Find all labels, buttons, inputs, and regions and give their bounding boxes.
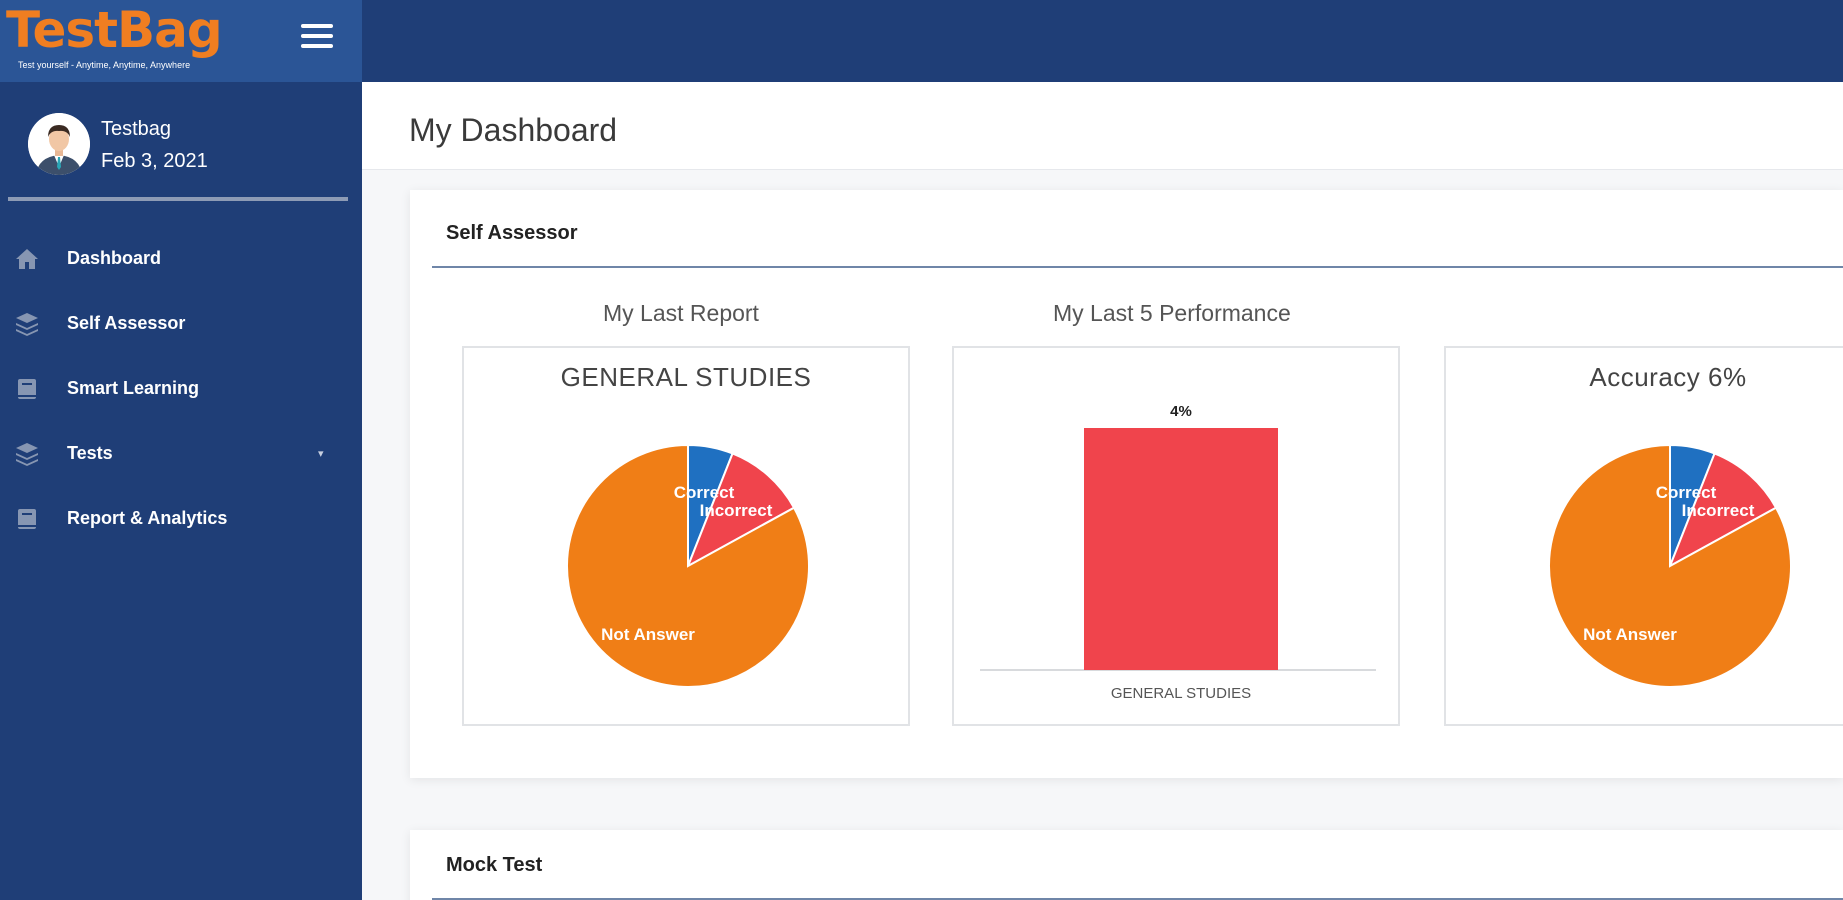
avatar[interactable] — [28, 113, 90, 175]
sidebar-divider — [8, 197, 348, 201]
sidebar-item-label: Dashboard — [67, 248, 162, 268]
sidebar-item-self-assessor[interactable]: Self Assessor — [0, 291, 362, 356]
pie-data-label: Not Answer — [601, 625, 695, 644]
pie-data-label: Incorrect — [1682, 501, 1755, 520]
pie-data-label: Not Answer — [1583, 625, 1677, 644]
chevron-down-icon[interactable]: ▾ — [318, 448, 324, 460]
pie-data-label: Correct — [674, 483, 735, 502]
last-report-chart-card: GENERAL STUDIES Correct Incorrect Not Answ… — [462, 346, 910, 726]
bar-data-label: 4% — [1170, 403, 1192, 420]
brand-logo[interactable]: TestBag — [6, 1, 223, 59]
page-header: My Dashboard — [362, 82, 1843, 170]
user-name: Testbag — [101, 118, 172, 140]
book-icon — [18, 509, 36, 529]
last-report-label: My Last Report — [603, 300, 759, 326]
last-5-performance-chart-card: 4% GENERAL STUDIES — [952, 346, 1400, 726]
panel-divider — [432, 266, 1843, 268]
page-title: My Dashboard — [409, 112, 618, 148]
mock-test-panel: Mock Test — [410, 830, 1843, 900]
sidebar-item-label: Tests — [67, 443, 113, 463]
sidebar-item-dashboard[interactable]: Dashboard — [0, 226, 362, 291]
sidebar-item-label: Smart Learning — [67, 378, 200, 398]
top-bar — [362, 0, 1843, 82]
pie-slice-not-answer[interactable] — [566, 443, 810, 688]
panel-title: Mock Test — [446, 854, 543, 876]
sidebar-item-smart-learning[interactable]: Smart Learning — [0, 356, 362, 421]
pie-slice-not-answer[interactable] — [1548, 443, 1792, 688]
layers-icon — [16, 443, 38, 466]
sidebar-item-report-analytics[interactable]: Report & Analytics — [0, 486, 362, 551]
x-tick-label: GENERAL STUDIES — [1111, 685, 1251, 702]
sidebar: TestBag Test yourself - Anytime, Anytime… — [0, 0, 362, 900]
layers-icon — [16, 313, 38, 336]
pie-slice-incorrect[interactable] — [686, 452, 796, 569]
pie-slice-incorrect[interactable] — [1668, 452, 1778, 569]
accuracy-chart-card: Accuracy 6% Correct Incorrect Not Answer — [1444, 346, 1843, 726]
panel-divider — [432, 898, 1843, 900]
user-panel: Testbag Feb 3, 2021 — [0, 100, 362, 198]
sidebar-nav: Dashboard Self Assessor Smart Learning — [0, 226, 362, 551]
hamburger-menu-icon[interactable] — [301, 24, 333, 52]
self-assessor-panel: Self Assessor My Last Report My Last 5 P… — [410, 190, 1843, 778]
chart-title: Accuracy 6% — [1589, 362, 1747, 392]
brand-tagline: Test yourself - Anytime, Anytime, Anywhe… — [18, 60, 191, 70]
chart-title: GENERAL STUDIES — [560, 362, 812, 392]
last-5-performance-bar-chart: 4% GENERAL STUDIES — [980, 403, 1376, 702]
pie-data-label: Correct — [1656, 483, 1717, 502]
panel-title: Self Assessor — [446, 222, 578, 244]
sidebar-item-label: Self Assessor — [67, 313, 186, 333]
last-5-performance-label: My Last 5 Performance — [1053, 300, 1291, 326]
pie-data-label: Incorrect — [700, 501, 773, 520]
bar[interactable] — [1084, 428, 1278, 670]
book-icon — [18, 379, 36, 399]
user-date: Feb 3, 2021 — [101, 150, 208, 172]
sidebar-item-label: Report & Analytics — [67, 508, 228, 528]
sidebar-item-tests[interactable]: Tests ▾ — [0, 421, 362, 486]
home-icon — [16, 249, 38, 269]
brand-bar: TestBag Test yourself - Anytime, Anytime… — [0, 0, 362, 82]
